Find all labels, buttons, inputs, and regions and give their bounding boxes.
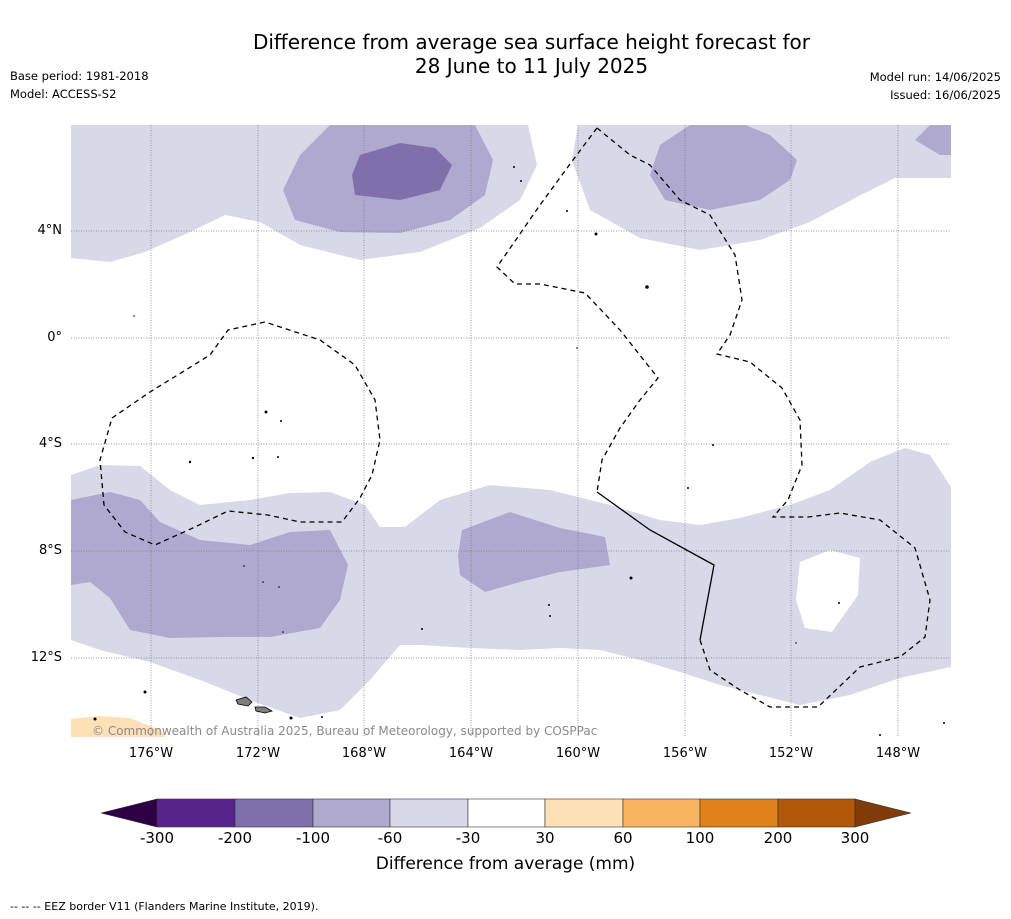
lat-label-0: 0° <box>47 330 62 345</box>
colorbar-bin-1 <box>156 798 236 828</box>
lat-label-12s: 12°S <box>30 650 62 665</box>
lon-label-164w: 164°W <box>448 746 494 761</box>
colorbar-label: Difference from average (mm) <box>375 854 636 874</box>
colorbar-bin-5 <box>467 798 546 828</box>
colorbar-tick-5: -30 <box>455 829 481 847</box>
colorbar-under-triangle <box>100 798 158 828</box>
meta-right: Model run: 14/06/2025 Issued: 16/06/2025 <box>870 68 1001 104</box>
north-anomaly-peak <box>352 143 452 200</box>
neutral-pocket <box>796 550 860 632</box>
lon-label-160w: 160°W <box>555 746 601 761</box>
map-title: Difference from average sea surface heig… <box>0 30 1011 78</box>
lon-label-152w: 152°W <box>768 746 814 761</box>
colorbar-over-triangle <box>854 798 912 828</box>
eez-borders <box>99 127 931 708</box>
south-anomaly-core-west <box>71 492 348 638</box>
colorbar-bin-3 <box>312 798 391 828</box>
colorbar-tick-9: 200 <box>763 829 793 847</box>
colorbar-tick-10: 300 <box>840 829 870 847</box>
model-name: Model: ACCESS-S2 <box>10 87 117 101</box>
colorbar-bin-8 <box>699 798 779 828</box>
colorbar-tick-3: -100 <box>295 829 331 847</box>
model-run: Model run: 14/06/2025 <box>869 70 1001 84</box>
islands <box>93 166 945 736</box>
land-bottom-left <box>71 716 166 737</box>
lon-label-156w: 156°W <box>662 746 708 761</box>
colorbar-bin-4 <box>389 798 469 828</box>
graticule <box>71 125 951 737</box>
colorbar-bin-9 <box>777 798 856 828</box>
north-anomaly-core-east <box>650 125 797 210</box>
colorbar-tick-6: 30 <box>535 829 555 847</box>
eez-footnote: -- -- -- EEZ border V11 (Flanders Marine… <box>10 900 319 913</box>
maritime-boundary-line <box>596 491 715 641</box>
colorbar <box>100 798 912 828</box>
map-title-line2: 28 June to 11 July 2025 <box>414 54 649 78</box>
colorbar-bin-7 <box>622 798 701 828</box>
lat-label-4n: 4°N <box>37 223 63 238</box>
meta-left: Base period: 1981-2018 Model: ACCESS-S2 <box>10 67 149 103</box>
base-period: Base period: 1981-2018 <box>10 69 149 83</box>
colorbar-tick-7: 60 <box>613 829 633 847</box>
south-anomaly-core-central <box>458 512 610 592</box>
samoa-islands <box>235 696 274 714</box>
colorbar-tick-1: -300 <box>139 829 175 847</box>
north-anomaly-core-ne <box>915 125 951 155</box>
colorbar-tick-2: -200 <box>217 829 253 847</box>
lon-label-168w: 168°W <box>341 746 387 761</box>
colorbar-bin-2 <box>234 798 314 828</box>
map-title-line1: Difference from average sea surface heig… <box>252 30 811 54</box>
issued-date: Issued: 16/06/2025 <box>890 88 1001 102</box>
copyright-notice: © Commonwealth of Australia 2025, Bureau… <box>92 724 598 738</box>
lon-label-172w: 172°W <box>235 746 281 761</box>
lon-label-148w: 148°W <box>875 746 921 761</box>
lat-label-8s: 8°S <box>38 543 62 558</box>
lat-label-4s: 4°S <box>38 436 62 451</box>
colorbar-tick-4: -60 <box>377 829 403 847</box>
colorbar-tick-8: 100 <box>685 829 715 847</box>
map-area <box>71 125 951 737</box>
colorbar-bin-6 <box>544 798 624 828</box>
lon-label-176w: 176°W <box>128 746 174 761</box>
